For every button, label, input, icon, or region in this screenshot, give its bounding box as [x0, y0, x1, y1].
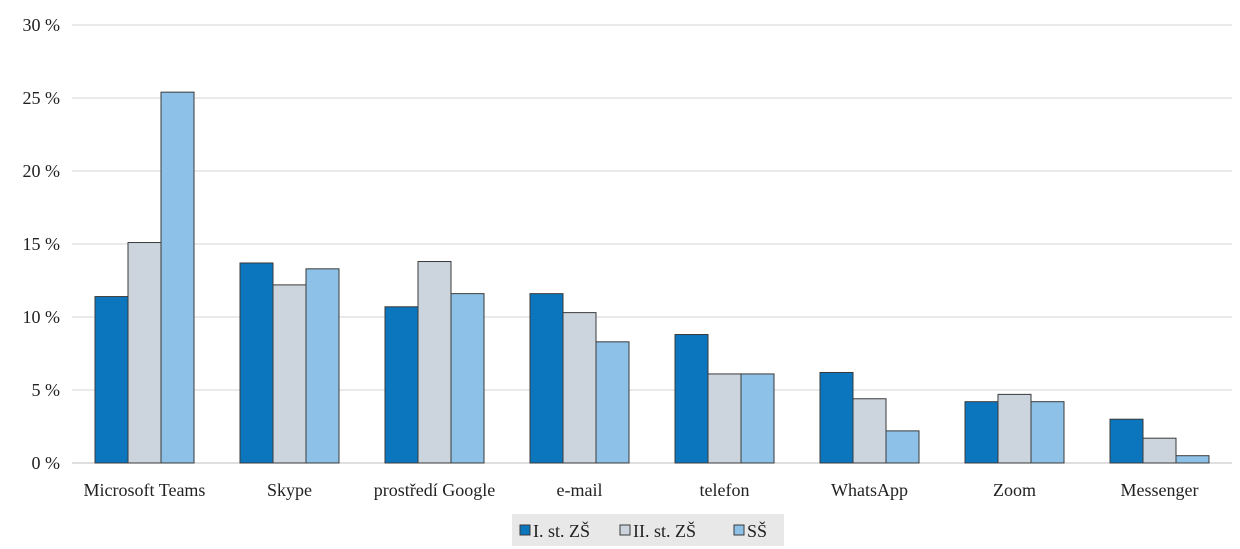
bar [562, 312, 597, 464]
bar [707, 373, 742, 464]
bar [450, 293, 485, 464]
bar [1109, 418, 1144, 464]
x-category-label: telefon [700, 480, 750, 500]
bar [852, 398, 887, 464]
bar [885, 430, 920, 464]
bar [595, 341, 630, 464]
bar [819, 371, 854, 464]
bar [1142, 437, 1177, 464]
legend-swatch [519, 524, 531, 536]
bar [964, 401, 999, 464]
bars [94, 91, 1210, 464]
x-category-label: Messenger [1121, 480, 1199, 500]
legend-label: SŠ [747, 520, 767, 541]
bar [127, 242, 162, 464]
y-tick-label: 0 % [32, 453, 61, 473]
x-category-label: Zoom [993, 480, 1036, 500]
bar [94, 296, 129, 464]
bar [160, 91, 195, 464]
x-category-label: e-mail [557, 480, 603, 500]
bar [674, 334, 709, 464]
bar [1030, 401, 1065, 464]
x-category-label: Skype [267, 480, 312, 500]
bar [740, 373, 775, 464]
y-tick-label: 20 % [23, 161, 61, 181]
legend-swatch [619, 524, 631, 536]
bar [305, 268, 340, 464]
legend-label: I. st. ZŠ [533, 520, 590, 541]
x-axis: Microsoft Teams Skype prostředí Google e-ma… [84, 480, 1199, 500]
y-tick-label: 15 % [23, 234, 61, 254]
bar [997, 393, 1032, 464]
y-tick-label: 30 % [23, 15, 61, 35]
x-category-label: prostředí Google [374, 480, 495, 500]
x-category-label: WhatsApp [831, 480, 908, 500]
bar [272, 284, 307, 464]
x-category-label: Microsoft Teams [84, 480, 206, 500]
y-tick-label: 25 % [23, 88, 61, 108]
bar [417, 261, 452, 464]
legend: I. st. ZŠ II. st. ZŠ SŠ [512, 514, 784, 546]
bar [1175, 455, 1210, 464]
bar [384, 306, 419, 464]
y-tick-label: 10 % [23, 307, 61, 327]
y-tick-label: 5 % [32, 380, 61, 400]
legend-swatch [733, 524, 745, 536]
bar [529, 293, 564, 464]
y-axis: 0 % 5 % 10 % 15 % 20 % 25 % 30 % [23, 15, 61, 473]
legend-label: II. st. ZŠ [633, 520, 696, 541]
bar [239, 262, 274, 464]
